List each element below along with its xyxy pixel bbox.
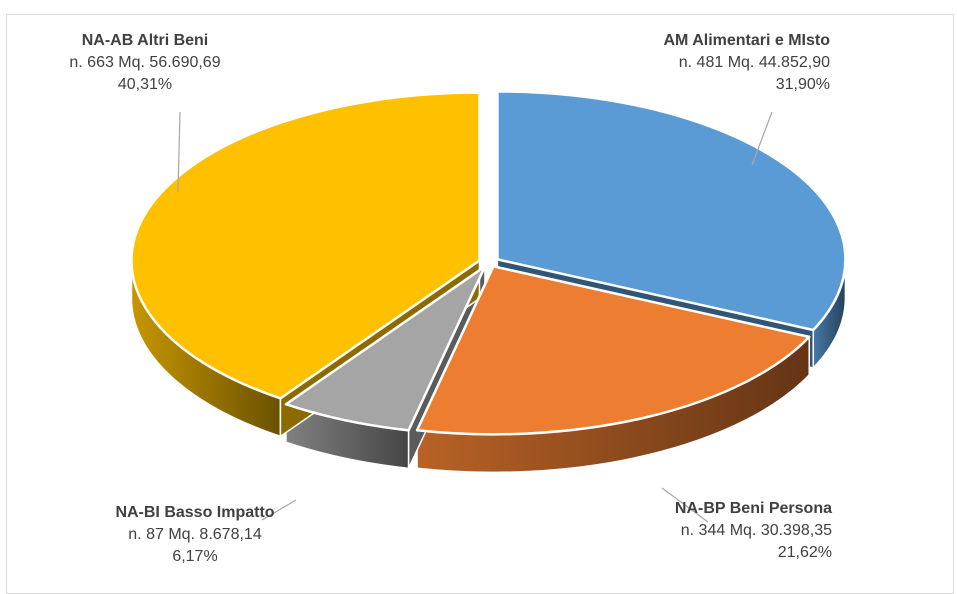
leader-line-am-alimentari-e-misto — [751, 111, 773, 166]
slice-label-name: NA-BI Basso Impatto — [115, 504, 274, 521]
slice-label-percent: 6,17% — [172, 548, 217, 565]
slice-label-name: AM Alimentari e MIsto — [663, 32, 830, 49]
leader-line-na-bi-basso-impatto — [261, 499, 297, 521]
slice-label-percent: 40,31% — [118, 76, 172, 93]
slice-label-count: n. 481 Mq. 44.852,90 — [679, 54, 830, 71]
pie-labels: AM Alimentari e MIsto n. 481 Mq. 44.852,9… — [69, 32, 832, 565]
pie-slice-na-ab-altri-beni[interactable] — [130, 91, 481, 400]
leader-line-na-ab-altri-beni — [177, 111, 181, 193]
slice-label-count: n. 663 Mq. 56.690,69 — [69, 54, 220, 71]
slice-label-count: n. 87 Mq. 8.678,14 — [128, 526, 262, 543]
pie-slice-na-bi-basso-impatto[interactable] — [284, 265, 487, 432]
slice-label-percent: 21,62% — [778, 544, 832, 561]
slice-label-percent: 31,90% — [776, 76, 830, 93]
leader-line-na-bp-beni-persona — [661, 487, 709, 523]
pie-slice-am-alimentari-e-misto[interactable] — [496, 90, 847, 332]
pie-slice-na-bp-beni-persona[interactable] — [415, 265, 811, 436]
slice-label-name: NA-BP Beni Persona — [675, 500, 832, 517]
pie-top-layer — [130, 90, 847, 436]
slice-label-name: NA-AB Altri Beni — [82, 32, 209, 49]
slice-label-count: n. 344 Mq. 30.398,35 — [681, 522, 832, 539]
